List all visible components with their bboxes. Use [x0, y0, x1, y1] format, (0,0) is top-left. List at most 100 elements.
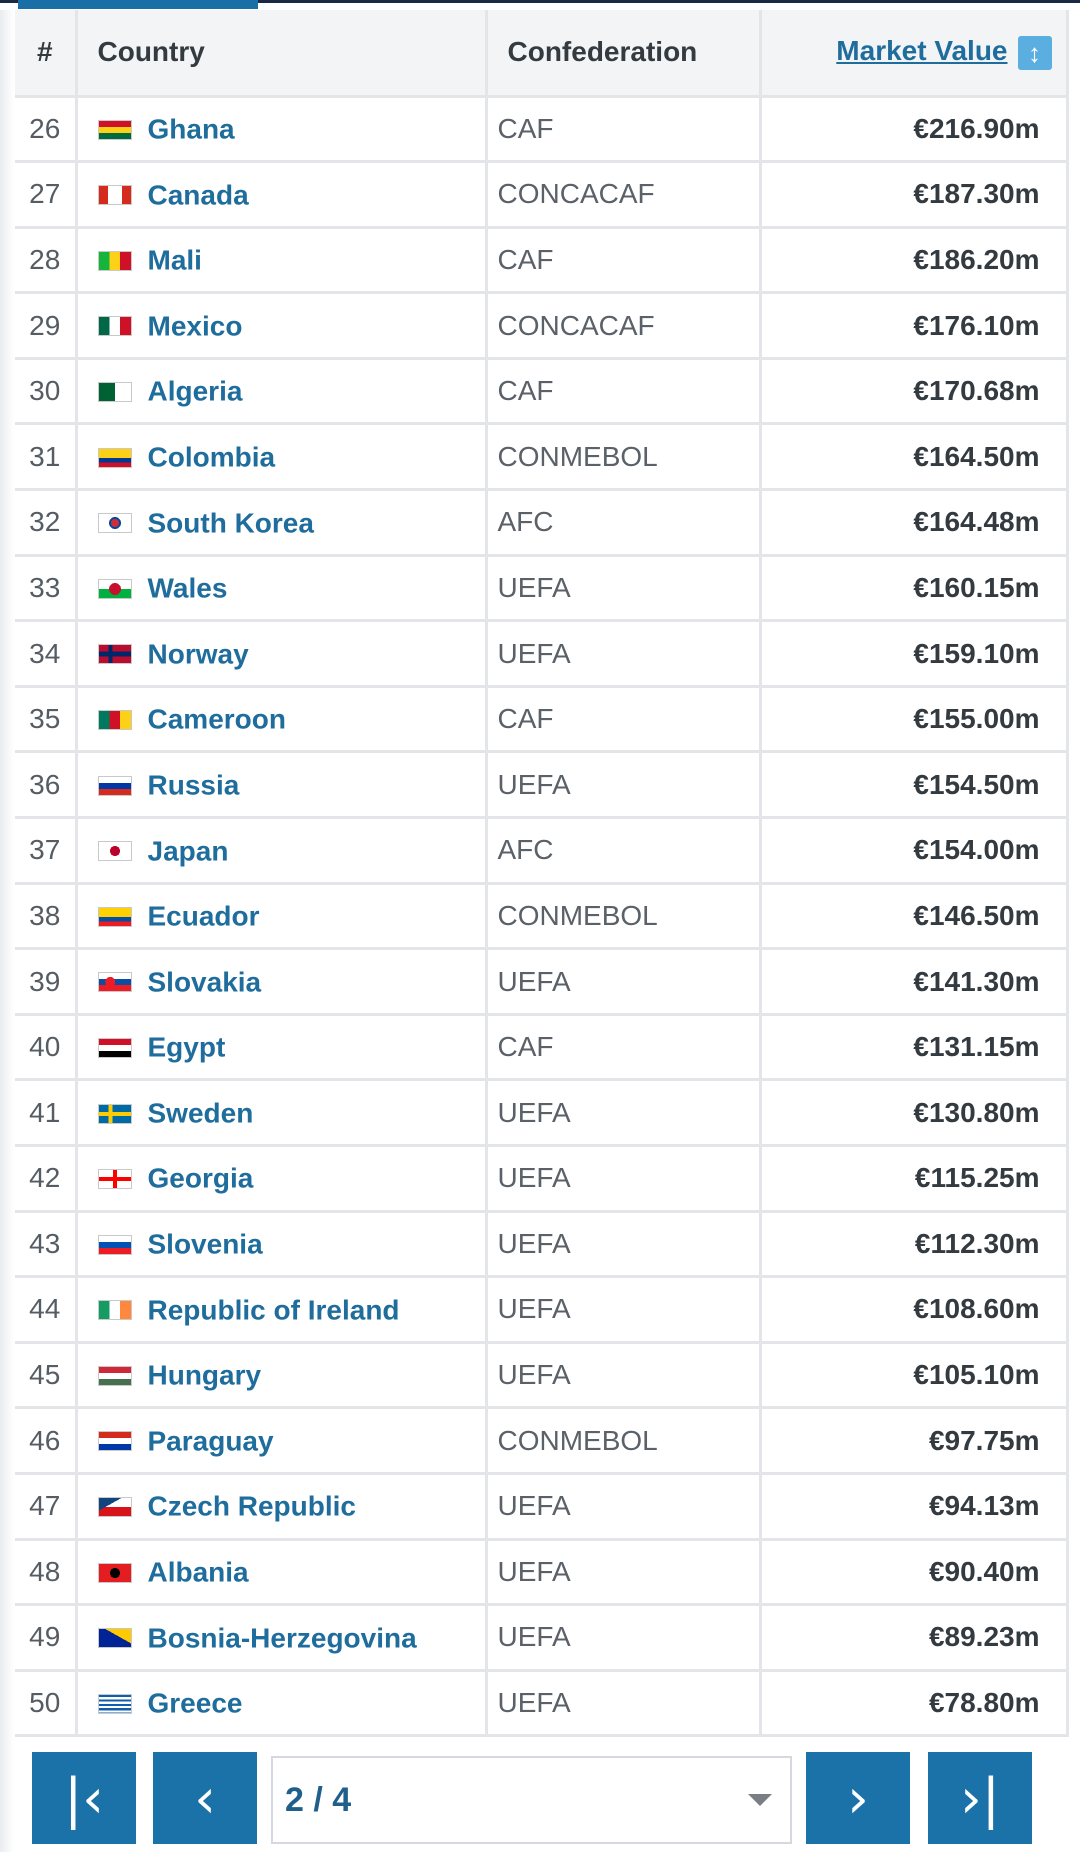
country-link[interactable]: Albania — [147, 1556, 249, 1588]
confederation-cell: UEFA — [486, 1473, 762, 1541]
rank-cell: 46 — [15, 1407, 78, 1475]
country-cell[interactable]: Ecuador — [76, 883, 488, 951]
country-cell[interactable]: Georgia — [76, 1145, 488, 1213]
country-link[interactable]: Algeria — [147, 375, 243, 407]
rank-cell: 27 — [15, 161, 78, 229]
flag-icon — [97, 316, 132, 337]
market-value-sort-link[interactable]: Market Value — [836, 34, 1008, 66]
page-select[interactable]: 2 / 4 — [271, 1756, 792, 1844]
flag-icon — [97, 644, 132, 665]
market-value-cell: €164.50m — [760, 423, 1069, 492]
country-link[interactable]: Georgia — [147, 1163, 254, 1195]
country-link[interactable]: Paraguay — [147, 1425, 274, 1457]
last-page-icon: ›| — [960, 1766, 1000, 1830]
country-cell[interactable]: Greece — [76, 1670, 488, 1738]
country-cell[interactable]: Bosnia-Herzegovina — [76, 1604, 488, 1672]
market-value-cell: €186.20m — [760, 227, 1069, 295]
country-link[interactable]: Wales — [147, 572, 228, 604]
country-cell[interactable]: Colombia — [76, 423, 488, 492]
country-link[interactable]: Cameroon — [147, 703, 286, 735]
country-link[interactable]: Czech Republic — [147, 1491, 356, 1523]
country-cell[interactable]: Sweden — [76, 1079, 488, 1147]
country-link[interactable]: South Korea — [147, 507, 314, 539]
confederation-cell: CONMEBOL — [486, 1407, 762, 1475]
country-cell[interactable]: Republic of Ireland — [76, 1276, 488, 1344]
confederation-cell: UEFA — [486, 620, 762, 688]
country-cell[interactable]: Japan — [76, 817, 488, 885]
market-value-cell: €78.80m — [760, 1670, 1069, 1738]
country-cell[interactable]: Albania — [76, 1539, 488, 1607]
country-cell[interactable]: Slovenia — [76, 1211, 488, 1279]
table-row: 36 Russia UEFA €154.50m — [15, 751, 1069, 820]
column-header-country: Country — [76, 10, 488, 98]
country-link[interactable]: Republic of Ireland — [147, 1294, 400, 1326]
country-link[interactable]: Colombia — [147, 441, 276, 473]
flag-icon — [97, 119, 132, 140]
country-link[interactable]: Egypt — [147, 1031, 226, 1063]
country-link[interactable]: Norway — [147, 638, 249, 670]
next-page-icon: › — [847, 1766, 869, 1830]
previous-page-button[interactable]: ‹ — [153, 1752, 257, 1844]
country-link[interactable]: Russia — [147, 769, 240, 801]
country-link[interactable]: Hungary — [147, 1359, 262, 1391]
country-link[interactable]: Canada — [147, 179, 249, 211]
rank-cell: 49 — [15, 1604, 78, 1672]
country-cell[interactable]: Canada — [76, 161, 488, 229]
country-cell[interactable]: Russia — [76, 751, 488, 820]
confederation-cell: CAF — [486, 96, 762, 164]
country-link[interactable]: Japan — [147, 835, 229, 867]
country-link[interactable]: Ecuador — [147, 900, 260, 932]
table-row: 42 Georgia UEFA €115.25m — [15, 1145, 1069, 1213]
table-header-row: # Country Confederation Market Value ↕ — [15, 10, 1069, 98]
country-link[interactable]: Slovakia — [147, 966, 262, 998]
table-row: 39 Slovakia UEFA €141.30m — [15, 948, 1069, 1016]
country-cell[interactable]: Mali — [76, 227, 488, 295]
country-cell[interactable]: Mexico — [76, 292, 488, 360]
table-row: 32 South Korea AFC €164.48m — [15, 489, 1069, 557]
country-cell[interactable]: Cameroon — [76, 686, 488, 754]
flag-icon — [97, 1300, 132, 1321]
sort-icon[interactable]: ↕ — [1017, 35, 1052, 70]
country-link[interactable]: Sweden — [147, 1097, 254, 1129]
market-value-cell: €154.00m — [760, 817, 1069, 885]
confederation-cell: CONMEBOL — [486, 423, 762, 492]
country-link[interactable]: Ghana — [147, 113, 235, 145]
market-value-cell: €115.25m — [760, 1145, 1069, 1213]
top-bar-line — [0, 0, 1080, 3]
flag-icon — [97, 381, 132, 402]
column-header-market-value[interactable]: Market Value ↕ — [760, 10, 1069, 98]
country-cell[interactable]: Algeria — [76, 358, 488, 426]
next-page-button[interactable]: › — [806, 1752, 910, 1844]
country-cell[interactable]: Egypt — [76, 1014, 488, 1082]
market-value-cell: €97.75m — [760, 1407, 1069, 1475]
last-page-button[interactable]: ›| — [928, 1752, 1032, 1844]
table-row: 44 Republic of Ireland UEFA €108.60m — [15, 1276, 1069, 1344]
confederation-cell: UEFA — [486, 1276, 762, 1344]
country-link[interactable]: Greece — [147, 1687, 243, 1719]
market-value-cell: €94.13m — [760, 1473, 1069, 1541]
rank-cell: 43 — [15, 1211, 78, 1279]
table-row: 38 Ecuador CONMEBOL €146.50m — [15, 883, 1069, 951]
country-cell[interactable]: South Korea — [76, 489, 488, 557]
flag-icon — [97, 185, 132, 206]
flag-icon — [97, 775, 132, 796]
country-link[interactable]: Mali — [147, 244, 202, 276]
country-cell[interactable]: Slovakia — [76, 948, 488, 1016]
country-cell[interactable]: Wales — [76, 555, 488, 623]
flag-icon — [97, 447, 132, 468]
country-cell[interactable]: Hungary — [76, 1342, 488, 1410]
country-cell[interactable]: Paraguay — [76, 1407, 488, 1475]
table-row: 30 Algeria CAF €170.68m — [15, 358, 1069, 426]
rank-cell: 33 — [15, 555, 78, 623]
first-page-icon: |‹ — [64, 1766, 104, 1830]
country-cell[interactable]: Norway — [76, 620, 488, 688]
country-cell[interactable]: Ghana — [76, 96, 488, 164]
flag-icon — [97, 1497, 132, 1518]
confederation-cell: UEFA — [486, 751, 762, 820]
country-link[interactable]: Bosnia-Herzegovina — [147, 1622, 417, 1654]
country-cell[interactable]: Czech Republic — [76, 1473, 488, 1541]
first-page-button[interactable]: |‹ — [32, 1752, 136, 1844]
country-link[interactable]: Mexico — [147, 310, 243, 342]
country-link[interactable]: Slovenia — [147, 1228, 263, 1260]
confederation-cell: AFC — [486, 489, 762, 557]
